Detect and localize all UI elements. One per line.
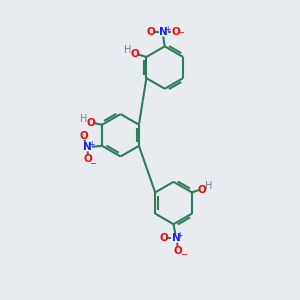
Text: N: N bbox=[82, 142, 91, 152]
Text: +: + bbox=[164, 25, 170, 34]
Text: O: O bbox=[86, 118, 95, 128]
Text: H: H bbox=[205, 181, 212, 191]
Text: N: N bbox=[172, 233, 180, 243]
Text: H: H bbox=[124, 45, 132, 55]
Text: O: O bbox=[198, 185, 207, 195]
Text: O: O bbox=[130, 49, 139, 59]
Text: O: O bbox=[171, 27, 180, 37]
Text: −: − bbox=[177, 28, 184, 37]
Text: N: N bbox=[159, 27, 168, 37]
Text: +: + bbox=[88, 140, 94, 149]
Text: O: O bbox=[80, 130, 88, 141]
Text: +: + bbox=[177, 231, 183, 240]
Text: O: O bbox=[84, 154, 93, 164]
Text: −: − bbox=[89, 159, 96, 168]
Text: H: H bbox=[80, 114, 88, 124]
Text: O: O bbox=[174, 246, 183, 256]
Text: O: O bbox=[159, 233, 168, 243]
Text: O: O bbox=[146, 27, 155, 37]
Text: −: − bbox=[180, 250, 187, 260]
